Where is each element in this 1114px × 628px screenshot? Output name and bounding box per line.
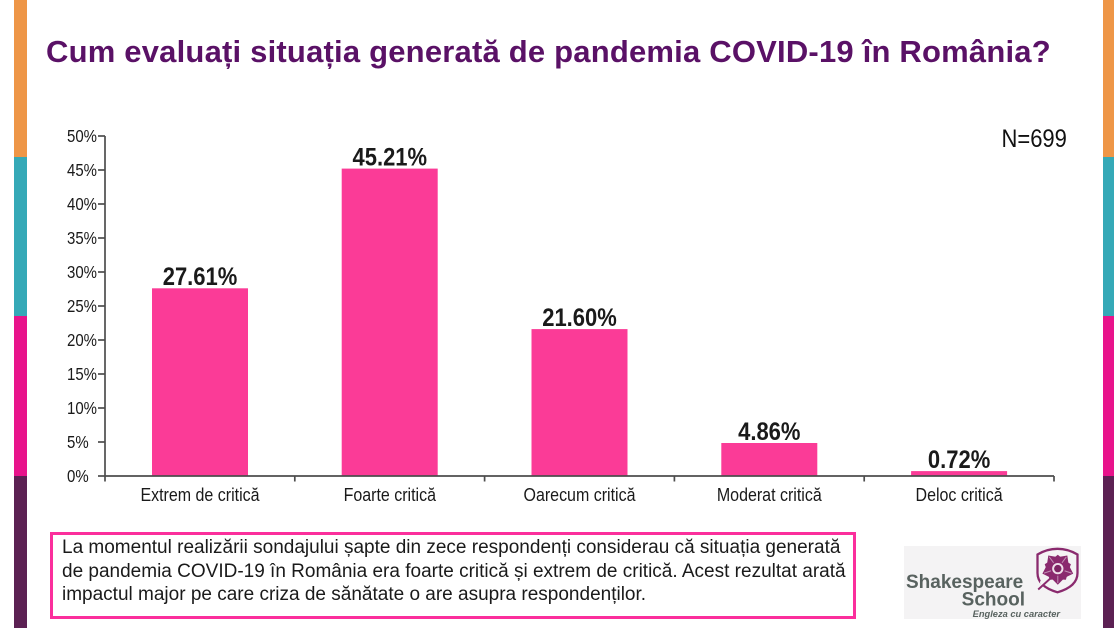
svg-text:0.72%: 0.72% [928,447,990,475]
svg-text:4.86%: 4.86% [738,419,800,447]
svg-text:35%: 35% [67,229,97,248]
svg-text:N=699: N=699 [1002,126,1067,154]
svg-text:5%: 5% [67,433,89,452]
svg-text:40%: 40% [67,195,97,214]
svg-text:27.61%: 27.61% [163,264,238,292]
svg-text:Engleza cu caracter: Engleza cu caracter [973,609,1062,619]
svg-text:10%: 10% [67,399,97,418]
svg-text:Deloc critică: Deloc critică [916,484,1003,505]
svg-text:30%: 30% [67,263,97,282]
svg-text:School: School [962,590,1025,611]
svg-text:45.21%: 45.21% [353,144,428,172]
svg-text:Extrem de critică: Extrem de critică [140,484,259,505]
svg-text:0%: 0% [67,467,89,486]
svg-text:45%: 45% [67,161,97,180]
svg-text:21.60%: 21.60% [542,305,617,333]
svg-text:Foarte critică: Foarte critică [344,484,437,505]
svg-text:50%: 50% [67,127,97,146]
svg-text:Oarecum critică: Oarecum critică [524,484,636,505]
svg-text:20%: 20% [67,331,97,350]
svg-text:25%: 25% [67,297,97,316]
svg-text:Moderat critică: Moderat critică [717,484,822,505]
svg-text:Shakespeare: Shakespeare [906,572,1023,593]
svg-text:15%: 15% [67,365,97,384]
